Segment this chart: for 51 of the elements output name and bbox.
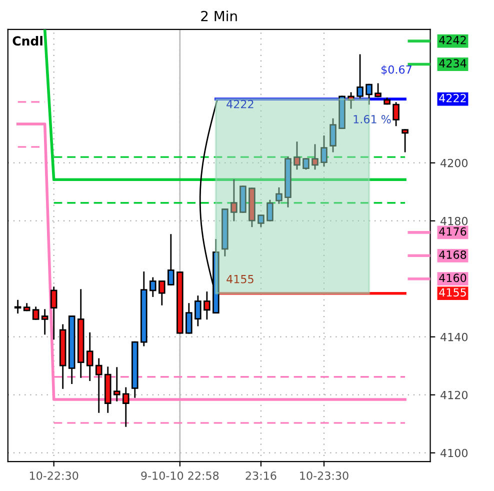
candlestick [330, 118, 336, 152]
text: 4155 [439, 288, 466, 297]
ref-line-label: 4234 [439, 59, 466, 68]
candlestick [50, 286, 58, 340]
candlestick [113, 367, 120, 402]
candlestick [276, 187, 282, 204]
annotation: 1.61 % [354, 115, 391, 124]
candlestick [392, 102, 400, 126]
candlestick [266, 200, 274, 222]
ref-line-label: 4242 [439, 36, 466, 44]
text: 4222 [439, 94, 466, 102]
candlestick [294, 142, 300, 170]
candlestick [366, 84, 372, 105]
candlestick [402, 129, 408, 152]
x-tick-label: 23:16 [246, 471, 276, 480]
ref-line-label: 4176 [439, 227, 466, 236]
ref-line-label: 4168 [439, 250, 466, 259]
y-tick-label: 4100 [440, 448, 468, 458]
annotation: Cndl [12, 36, 42, 46]
y-tick-label: 4120 [440, 390, 468, 400]
annotation: $0.67 [382, 65, 412, 76]
candlestick [86, 332, 94, 382]
chart-title: 2 Min [201, 10, 237, 22]
candlestick [312, 144, 318, 170]
candlestick [168, 234, 174, 286]
ref-line-label: 4222 [226, 100, 254, 108]
x-tick-label: 10-23:30 [300, 471, 348, 480]
y-tick-label: 4200 [440, 158, 468, 168]
candlestick [204, 291, 210, 320]
candlestick [186, 303, 192, 334]
candlestick [230, 179, 238, 222]
candlestick [158, 280, 166, 306]
candlestick [356, 54, 364, 100]
ref-line-label: 4160 [439, 274, 466, 282]
candlestick [320, 135, 328, 166]
candlestick [122, 387, 130, 427]
candlestick [95, 358, 102, 413]
candlestick [194, 296, 202, 326]
candlestick [41, 309, 48, 335]
candlestick [14, 300, 22, 314]
x-tick-label: 9-10-10 22:58 [141, 471, 219, 480]
candlestick [348, 92, 354, 109]
candlestick [150, 277, 156, 297]
x-tick-label: 10-22:30 [30, 471, 78, 480]
ref-line-label: 4155 [226, 275, 254, 284]
y-tick-label: 4180 [440, 216, 468, 226]
candlestick [374, 83, 382, 98]
y-tick-label: 4140 [440, 332, 468, 342]
candlestick [258, 214, 264, 228]
candlestick [302, 158, 310, 170]
candlestick [32, 306, 40, 320]
